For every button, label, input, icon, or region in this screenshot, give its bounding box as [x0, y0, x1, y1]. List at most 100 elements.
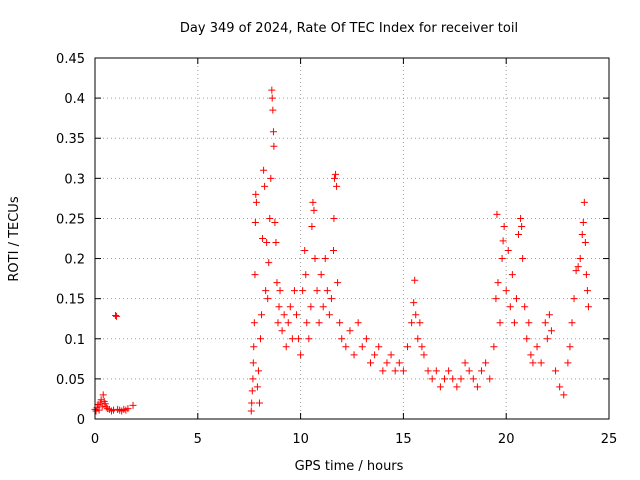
data-point: [97, 396, 105, 404]
data-point: [249, 375, 257, 383]
x-tick-label: 5: [194, 432, 202, 447]
data-point: [411, 276, 419, 284]
y-tick-label: 0.35: [56, 132, 85, 147]
data-point: [537, 359, 545, 367]
data-point: [529, 359, 537, 367]
data-point: [395, 359, 403, 367]
data-point: [259, 235, 267, 242]
data-point: [506, 303, 514, 311]
data-point: [290, 287, 298, 295]
data-point: [110, 406, 118, 414]
data-point: [375, 343, 383, 351]
data-point: [308, 222, 316, 230]
data-point: [305, 335, 313, 343]
data-point: [112, 312, 120, 320]
data-point: [124, 405, 132, 413]
data-point: [274, 319, 282, 327]
data-point: [510, 319, 518, 327]
data-point: [533, 343, 541, 351]
data-point: [410, 299, 418, 307]
data-point: [358, 343, 366, 351]
data-point: [297, 351, 305, 359]
data-point: [580, 198, 588, 206]
data-point: [276, 287, 284, 295]
data-point: [428, 375, 436, 383]
data-point: [301, 247, 309, 255]
x-tick-label: 10: [292, 432, 309, 447]
data-point: [566, 343, 574, 351]
x-axis-label: GPS time / hours: [295, 459, 404, 474]
y-tick-labels: 0 0.05 0.1 0.15 0.2 0.25 0.3 0.35 0.4 0.45: [56, 52, 85, 428]
data-point: [342, 343, 350, 351]
data-point: [541, 319, 549, 327]
data-point: [486, 375, 494, 383]
data-point: [367, 359, 375, 367]
data-point: [527, 351, 535, 359]
data-point: [500, 222, 508, 230]
data-point: [336, 319, 344, 327]
y-tick-label: 0.4: [64, 92, 85, 107]
data-point: [579, 218, 587, 226]
data-point: [302, 271, 310, 279]
data-point: [508, 271, 516, 279]
data-point: [311, 255, 319, 263]
data-point: [248, 399, 256, 407]
data-point: [317, 271, 325, 279]
tick-marks: [94, 57, 610, 420]
data-point: [101, 400, 109, 408]
data-point: [453, 383, 461, 391]
data-point: [255, 399, 263, 407]
data-point: [323, 287, 331, 295]
data-point: [313, 287, 321, 295]
data-point: [253, 383, 261, 391]
data-point: [578, 230, 586, 238]
data-point: [387, 351, 395, 359]
data-point: [570, 295, 578, 303]
data-point: [465, 367, 473, 375]
data-point: [525, 319, 533, 327]
data-point: [498, 255, 506, 263]
data-point: [518, 222, 526, 230]
data-point: [482, 359, 490, 367]
data-point: [333, 182, 341, 190]
data-point: [129, 401, 137, 409]
y-tick-label: 0.05: [56, 373, 85, 388]
y-tick-label: 0.15: [56, 293, 85, 308]
data-point: [515, 230, 523, 238]
data-point: [269, 128, 277, 136]
data-point: [258, 311, 266, 319]
data-point: [461, 359, 469, 367]
x-tick-label: 25: [601, 432, 618, 447]
data-point: [278, 327, 286, 335]
data-point: [350, 351, 358, 359]
data-point: [99, 391, 107, 399]
data-point: [267, 174, 275, 182]
data-point: [251, 218, 259, 226]
data-point: [496, 319, 504, 327]
data-point: [408, 319, 416, 327]
data-point: [416, 319, 424, 327]
data-point: [319, 303, 327, 311]
y-tick-label: 0: [77, 413, 85, 428]
x-tick-label: 0: [91, 432, 99, 447]
data-point: [269, 106, 277, 114]
data-point: [493, 210, 501, 218]
data-point: [547, 327, 555, 335]
data-points: [91, 86, 592, 415]
x-tick-label: 20: [498, 432, 515, 447]
data-point: [334, 279, 342, 287]
data-point: [268, 94, 276, 102]
y-tick-label: 0.3: [64, 172, 85, 187]
data-point: [412, 311, 420, 319]
data-point: [582, 271, 590, 279]
y-tick-label: 0.1: [64, 333, 85, 348]
data-point: [583, 287, 591, 295]
data-point: [315, 319, 323, 327]
data-point: [504, 247, 512, 255]
data-point: [399, 367, 407, 375]
data-point: [282, 343, 290, 351]
data-point: [310, 206, 318, 214]
data-point: [581, 239, 589, 247]
y-axis-label: ROTI / TECUs: [7, 196, 22, 281]
y-tick-label: 0.25: [56, 212, 85, 227]
